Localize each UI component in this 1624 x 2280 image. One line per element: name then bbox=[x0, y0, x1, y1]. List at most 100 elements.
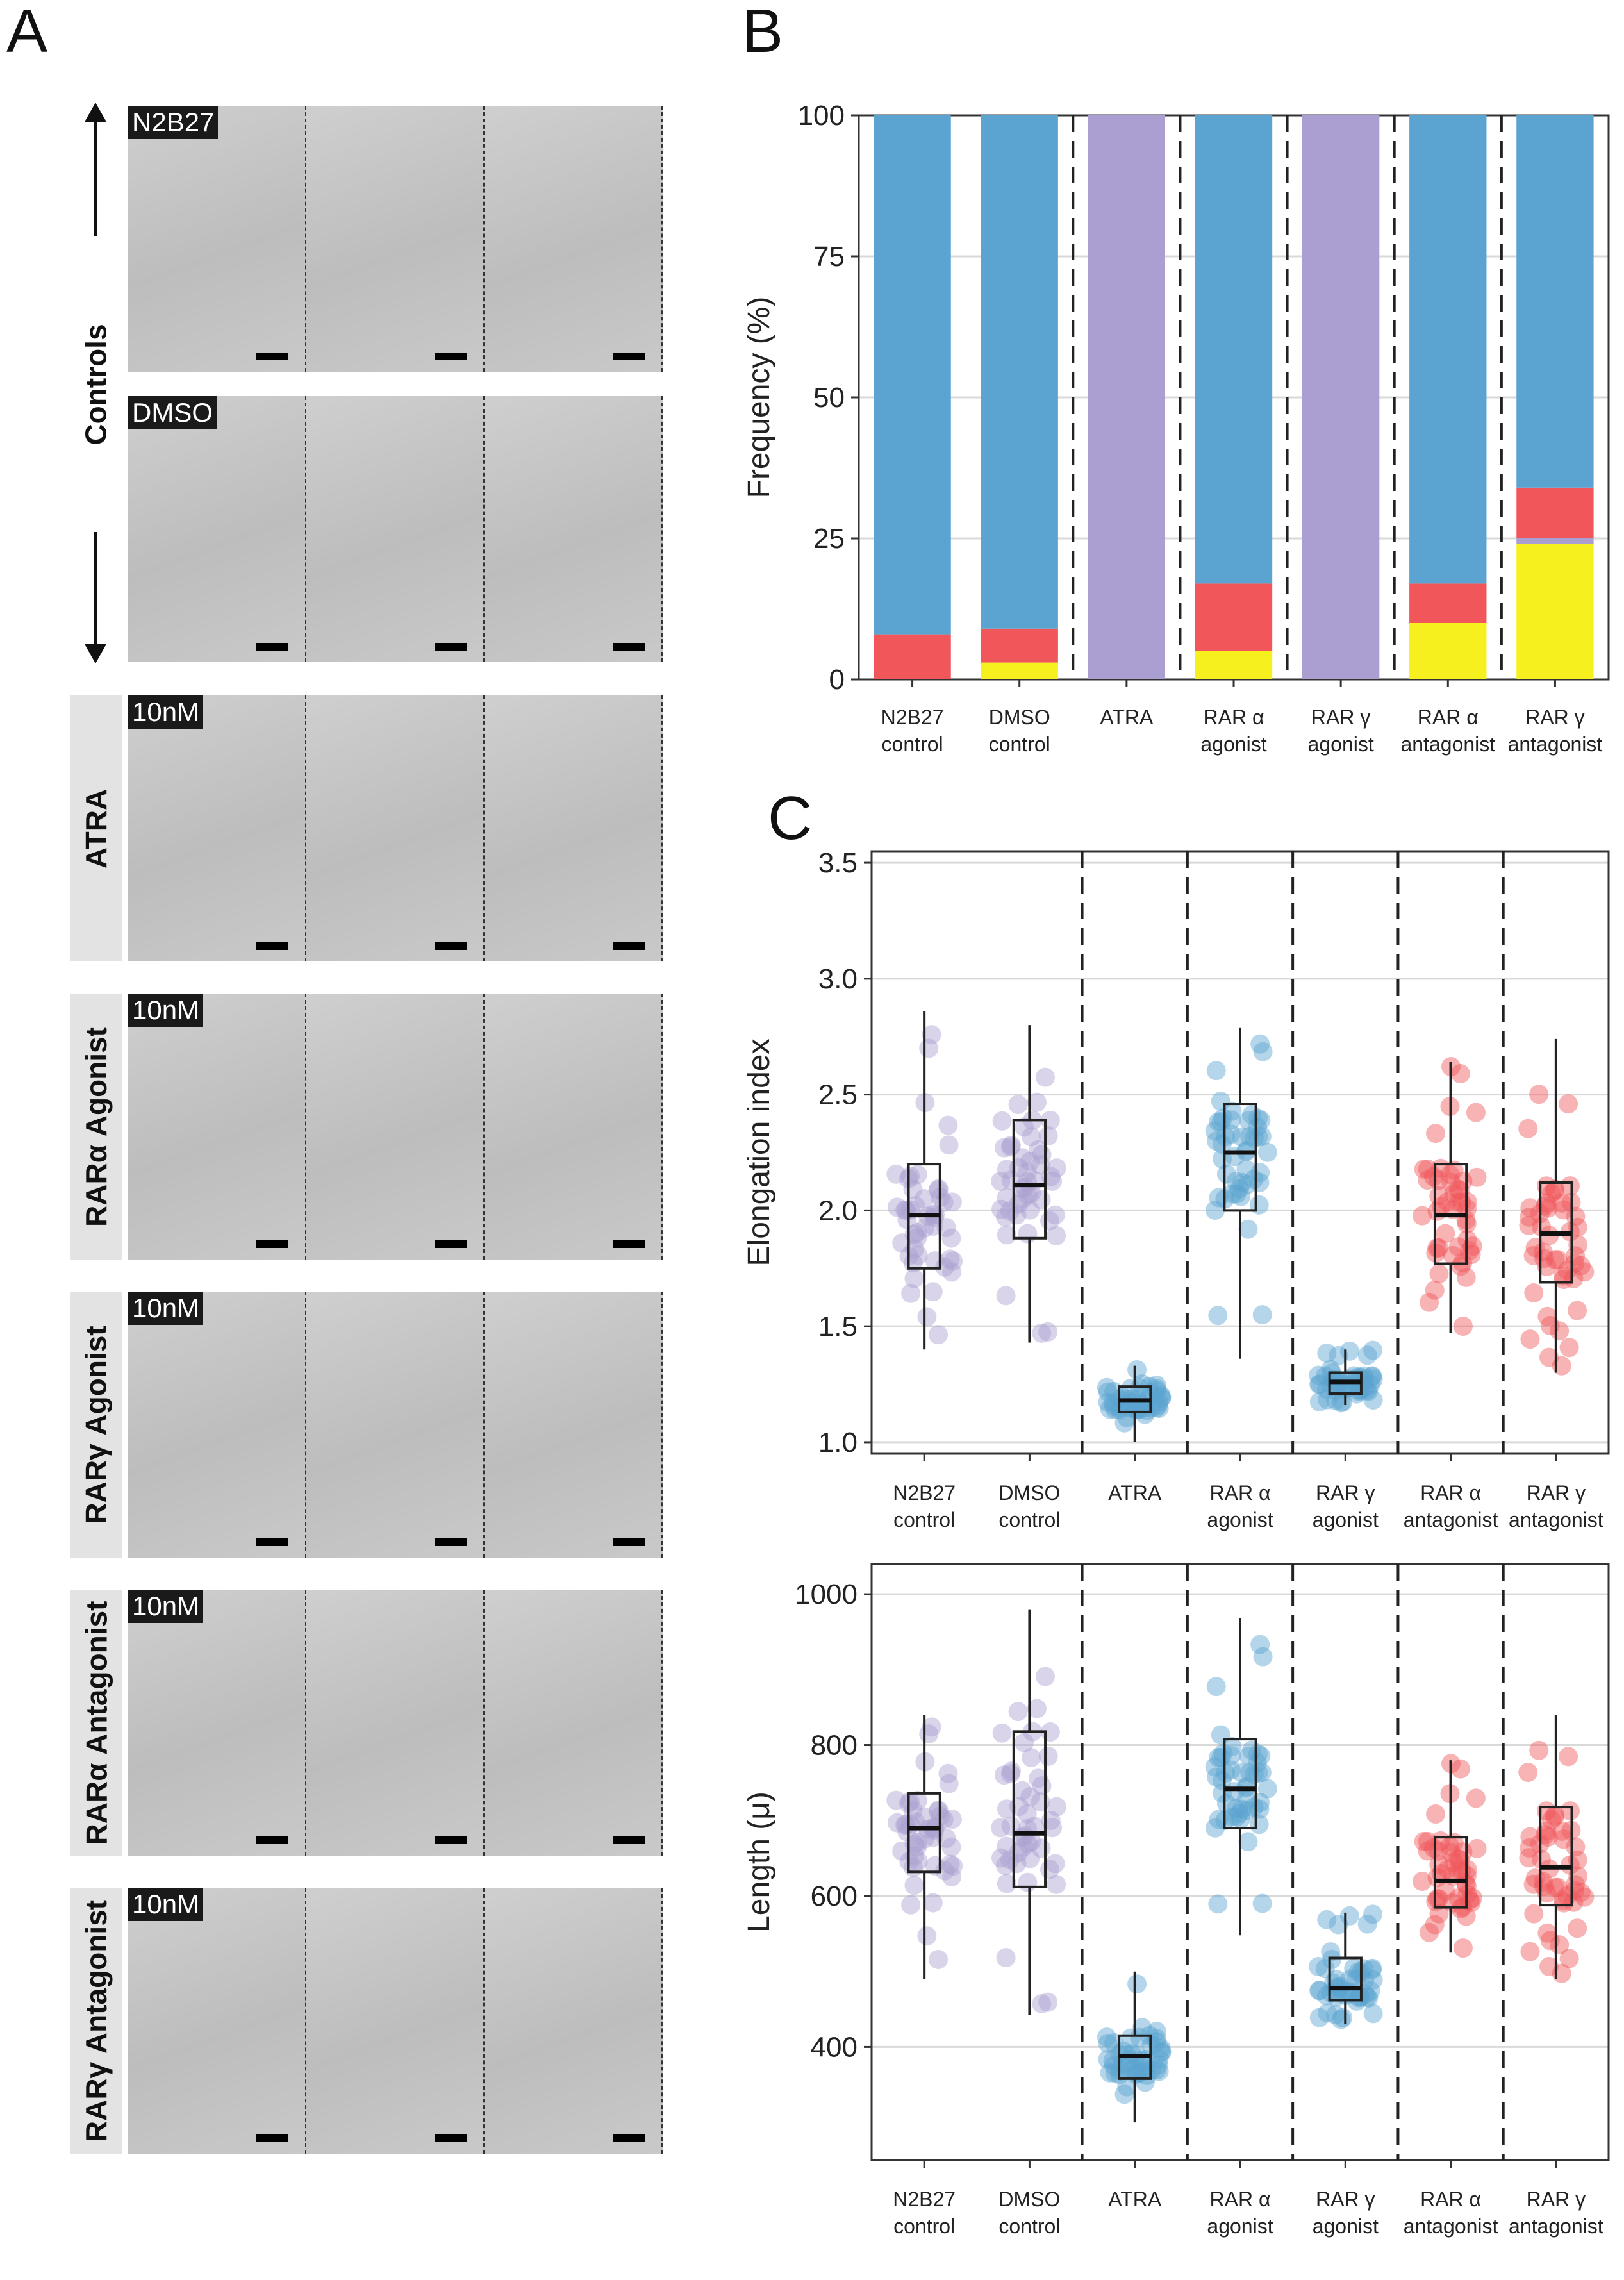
data-point bbox=[1232, 1127, 1252, 1147]
x-tick-label: DMSO bbox=[998, 2188, 1060, 2211]
y-axis-label: Length (μ) bbox=[742, 1792, 776, 1933]
data-point bbox=[997, 1836, 1016, 1856]
data-point bbox=[1248, 1108, 1268, 1128]
data-point bbox=[1253, 1647, 1273, 1667]
data-point bbox=[928, 1801, 948, 1821]
y-tick-label: 2.0 bbox=[818, 1195, 858, 1226]
data-point bbox=[1456, 1267, 1476, 1287]
data-point bbox=[1035, 1667, 1055, 1686]
data-point bbox=[1132, 2018, 1152, 2038]
data-point bbox=[1326, 1381, 1346, 1401]
data-point bbox=[1529, 1085, 1549, 1104]
data-point bbox=[1097, 1377, 1116, 1397]
data-point bbox=[1548, 1250, 1568, 1270]
data-point bbox=[1318, 1390, 1338, 1410]
box-iqr bbox=[1012, 1119, 1047, 1240]
organoid-image bbox=[128, 1590, 306, 1856]
data-point bbox=[1247, 1753, 1267, 1773]
organoid-image bbox=[306, 106, 485, 372]
data-point bbox=[1559, 1949, 1579, 1968]
data-point bbox=[1031, 1190, 1051, 1210]
data-point bbox=[1001, 1761, 1021, 1781]
data-point bbox=[1244, 1169, 1264, 1189]
data-point bbox=[1229, 1804, 1249, 1824]
data-point bbox=[1208, 1894, 1228, 1914]
y-tick-label: 2.5 bbox=[818, 1079, 858, 1111]
data-point bbox=[1223, 1184, 1243, 1204]
data-point bbox=[1431, 1863, 1451, 1883]
data-point bbox=[1216, 1793, 1236, 1813]
data-point bbox=[1548, 1877, 1568, 1897]
x-tick-label: N2B27 bbox=[881, 706, 944, 729]
group-label-rara-agonist: RARα Agonist bbox=[70, 994, 122, 1260]
data-point bbox=[941, 1837, 961, 1857]
data-point bbox=[1017, 1804, 1037, 1824]
data-point bbox=[1520, 1838, 1539, 1858]
data-point bbox=[1429, 1904, 1449, 1924]
x-tick-label: antagonist bbox=[1400, 733, 1495, 756]
bar-segment bbox=[981, 662, 1058, 679]
data-point bbox=[1568, 1301, 1587, 1320]
x-tick-label: RAR γ bbox=[1527, 2188, 1586, 2211]
data-point bbox=[1545, 1805, 1565, 1825]
arrow-up-icon bbox=[94, 108, 97, 236]
data-point bbox=[915, 1829, 934, 1849]
x-tick-label: RAR α bbox=[1420, 1481, 1481, 1504]
data-point bbox=[938, 1115, 958, 1135]
data-point bbox=[1426, 1804, 1446, 1824]
image-row-rara-antagonist: 10nM bbox=[128, 1590, 663, 1856]
data-point bbox=[1047, 1158, 1066, 1178]
data-point bbox=[1431, 1197, 1451, 1217]
data-point bbox=[1227, 1184, 1247, 1204]
data-point bbox=[997, 1188, 1016, 1208]
box-iqr bbox=[1328, 1371, 1363, 1395]
data-point bbox=[1429, 1264, 1449, 1284]
data-point bbox=[1132, 1374, 1152, 1394]
data-point bbox=[1222, 1736, 1242, 1756]
organoid-image bbox=[485, 106, 663, 372]
scale-bar bbox=[613, 1240, 645, 1248]
bar-segment bbox=[1516, 544, 1594, 679]
x-tick-label: RAR γ bbox=[1527, 1481, 1586, 1504]
data-point bbox=[929, 1949, 949, 1969]
data-point bbox=[996, 1286, 1016, 1306]
x-tick-label: RAR α bbox=[1420, 2188, 1481, 2211]
data-point bbox=[1568, 1918, 1587, 1938]
data-point bbox=[1453, 1317, 1473, 1336]
data-point bbox=[1000, 1137, 1020, 1157]
data-point bbox=[1147, 1397, 1167, 1417]
data-point bbox=[1015, 1117, 1034, 1137]
group-label-rarg-agonist: RARγ Agonist bbox=[70, 1292, 122, 1558]
x-tick-label: control bbox=[998, 2215, 1060, 2238]
data-point bbox=[1017, 1163, 1037, 1183]
image-row-n2b27: N2B27 bbox=[128, 106, 663, 372]
data-point bbox=[1238, 1219, 1258, 1239]
bar-segment bbox=[1409, 583, 1487, 623]
data-point bbox=[1047, 1874, 1066, 1894]
data-point bbox=[901, 1283, 921, 1303]
data-point bbox=[1520, 1207, 1539, 1227]
data-point bbox=[1100, 1399, 1120, 1419]
data-point bbox=[1520, 1329, 1540, 1349]
data-point bbox=[1127, 1400, 1147, 1420]
data-point bbox=[1309, 1981, 1329, 2001]
data-point bbox=[1127, 1974, 1147, 1994]
data-point bbox=[1467, 1838, 1487, 1858]
x-tick-label: agonist bbox=[1313, 2215, 1379, 2238]
data-point bbox=[1326, 1987, 1346, 2007]
data-point bbox=[1211, 1725, 1230, 1745]
data-point bbox=[1205, 1121, 1225, 1141]
data-point bbox=[1248, 1127, 1268, 1147]
data-point bbox=[1029, 1768, 1048, 1788]
data-point bbox=[1539, 1956, 1559, 1976]
data-point bbox=[923, 1893, 943, 1913]
data-point bbox=[1363, 1370, 1383, 1390]
panel-a-image-grid: Controls N2B27 DMSO ATRA 10nM RARα Agoni… bbox=[0, 0, 679, 2280]
bar-segment bbox=[874, 115, 951, 635]
data-point bbox=[1238, 1174, 1257, 1194]
organoid-image bbox=[485, 695, 663, 961]
data-point bbox=[1444, 1160, 1464, 1180]
x-tick-label: RAR γ bbox=[1525, 706, 1584, 729]
data-point bbox=[1448, 1192, 1468, 1212]
scale-bar bbox=[435, 1240, 467, 1248]
